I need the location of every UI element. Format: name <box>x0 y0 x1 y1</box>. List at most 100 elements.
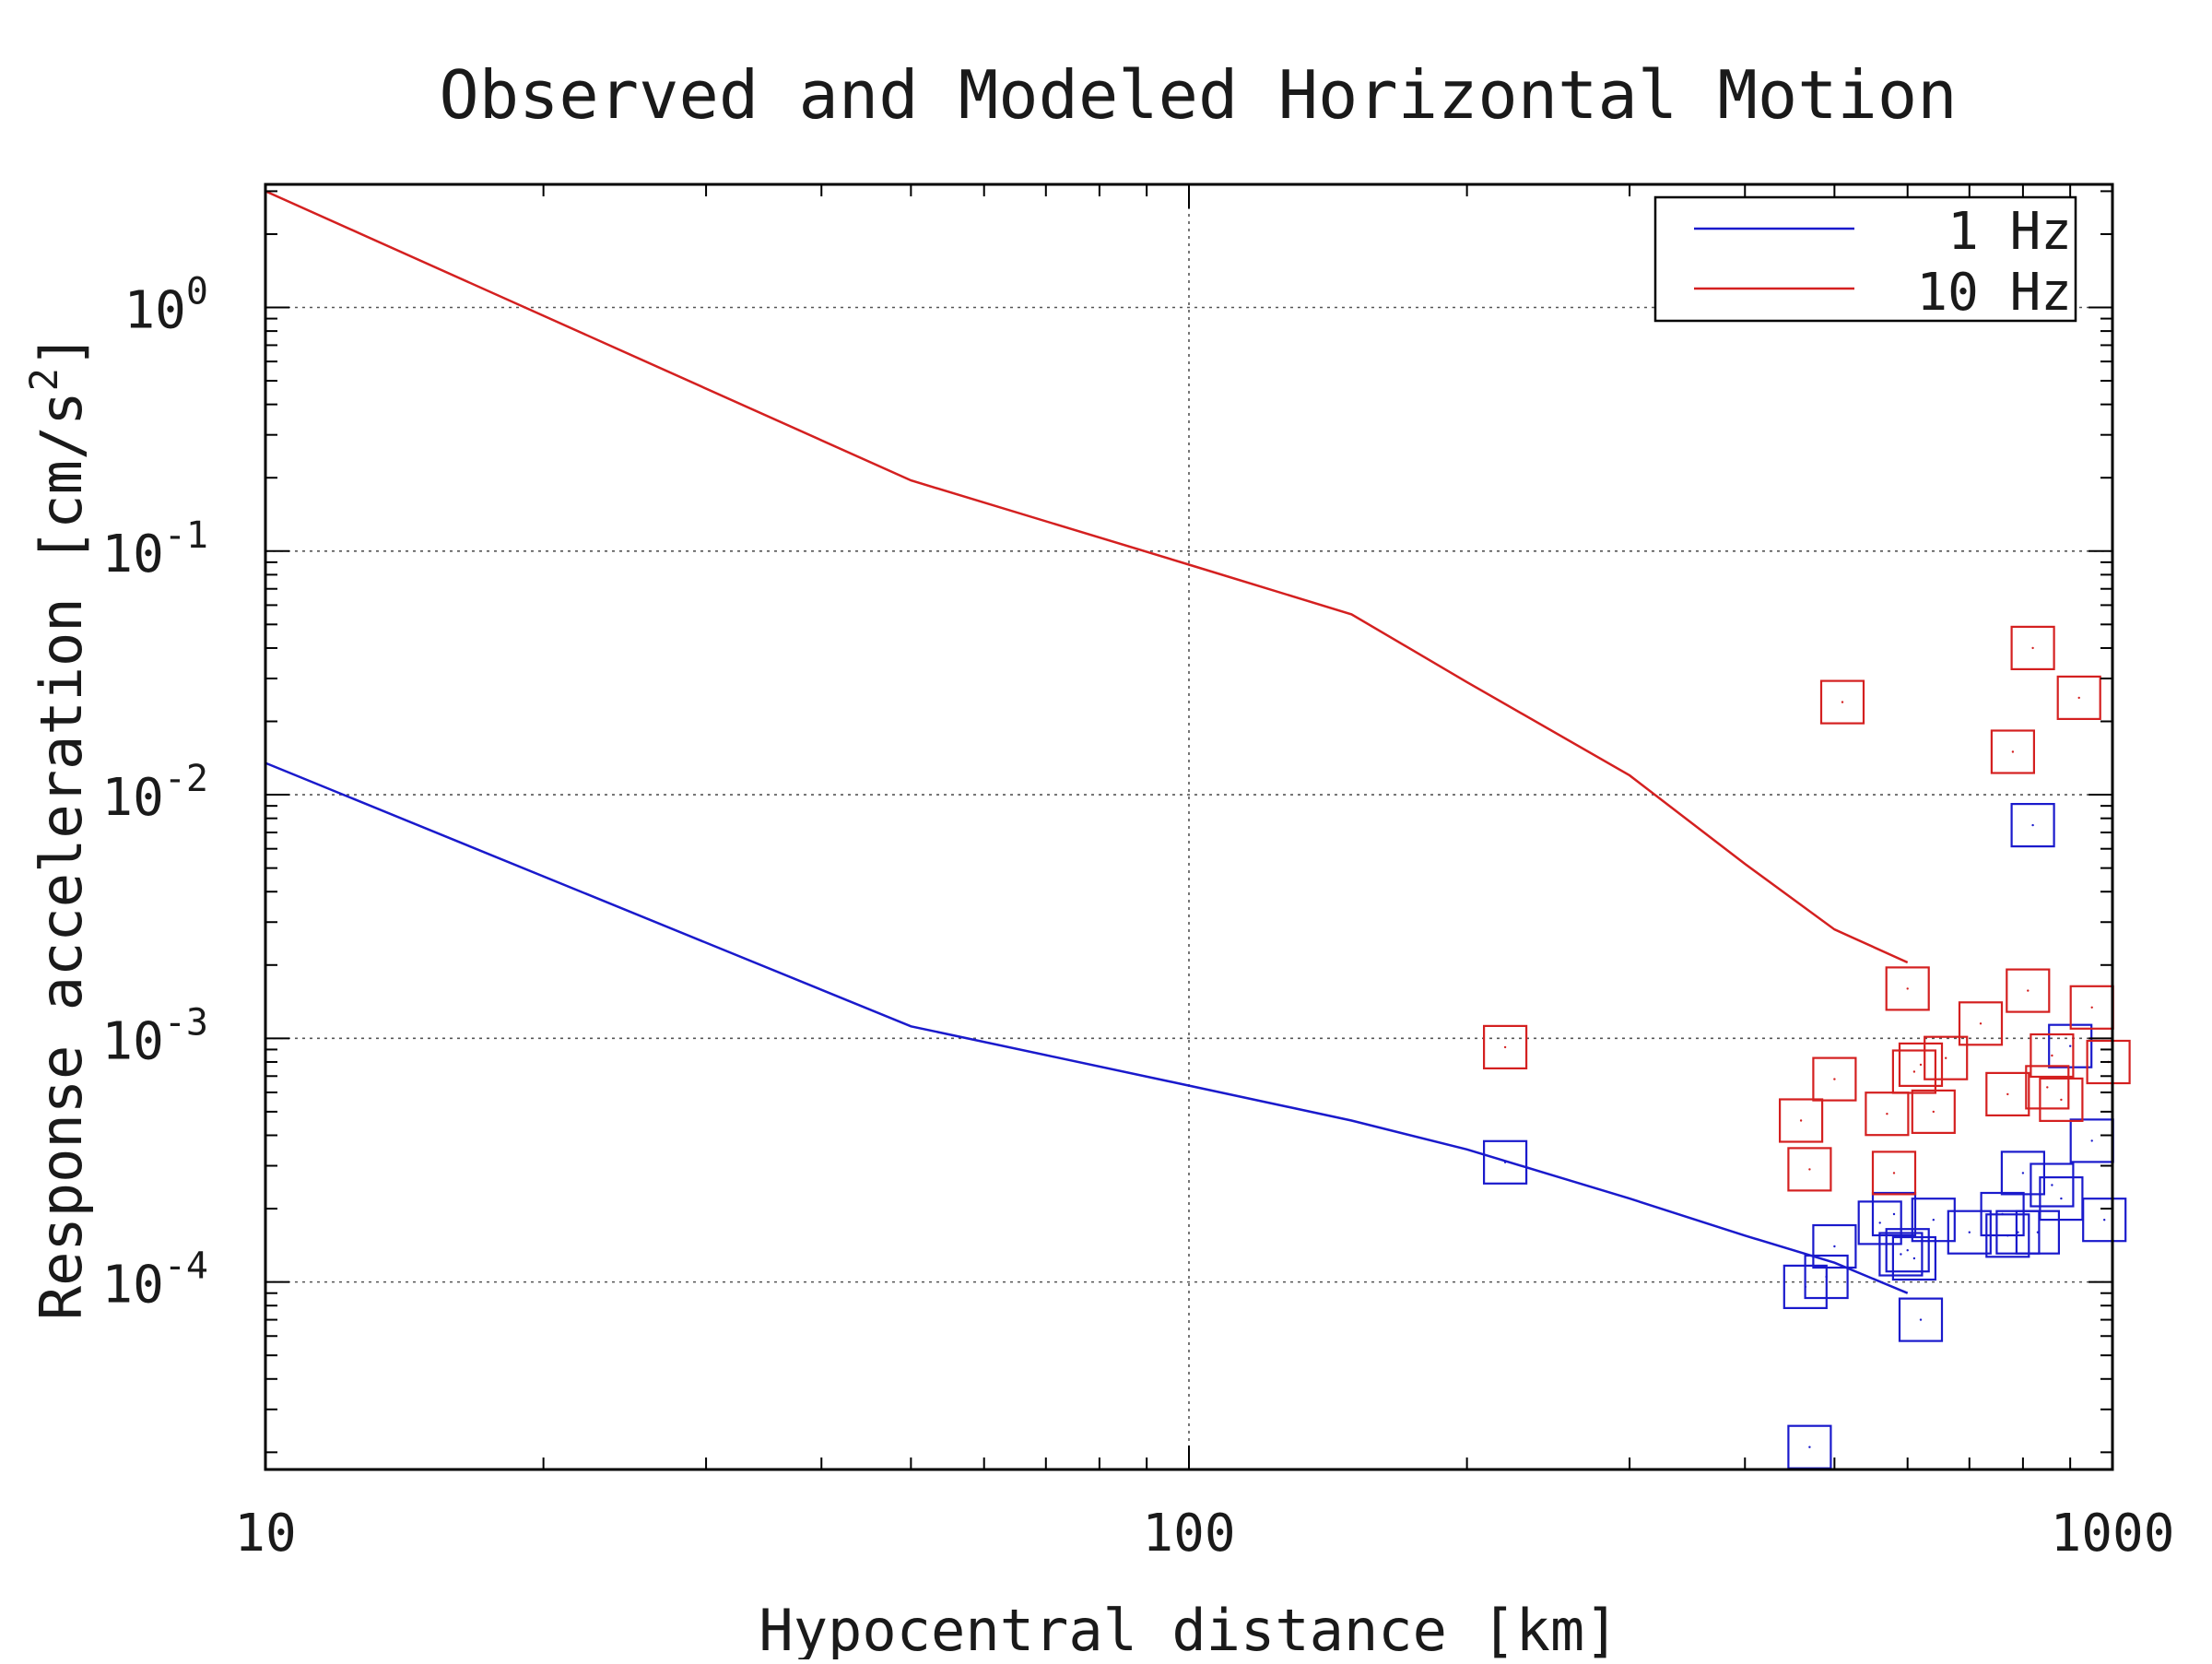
grid <box>265 184 2112 1469</box>
legend: 1 Hz 10 Hz <box>1653 195 2077 323</box>
data-point-1hz <box>1947 1210 1992 1255</box>
data-point-center-10hz <box>1906 987 1909 990</box>
data-point-10hz <box>1482 1024 1528 1070</box>
data-point-center-10hz <box>1919 1063 1923 1067</box>
data-point-center-10hz <box>1808 1168 1811 1171</box>
data-point-10hz <box>2086 1039 2131 1085</box>
data-point-center-10hz <box>2051 1054 2053 1057</box>
data-point-1hz <box>1804 1254 1849 1300</box>
y-tick-base: 10 <box>101 1011 163 1071</box>
data-point-center-1hz <box>1906 1249 1909 1252</box>
data-point-1hz <box>1985 1213 2030 1258</box>
data-point-center-1hz <box>1919 1318 1923 1321</box>
data-point-10hz <box>1787 1147 1832 1192</box>
y-tick-base: 10 <box>124 281 185 341</box>
data-point-1hz <box>2000 1151 2045 1196</box>
data-point-10hz <box>1778 1098 1824 1143</box>
legend-label-10hz: 10 Hz <box>1916 263 2072 323</box>
data-point-10hz <box>2010 625 2055 671</box>
data-point-10hz <box>2056 675 2101 721</box>
data-point-1hz <box>1812 1223 1857 1269</box>
data-point-center-1hz <box>2090 1139 2093 1142</box>
data-point-center-1hz <box>2051 1184 2053 1186</box>
y-tick-exponent: -1 <box>164 514 208 557</box>
y-axis-label-sup: 2 <box>21 368 66 391</box>
y-tick-exponent: 0 <box>186 271 208 313</box>
data-point-1hz <box>1482 1139 1528 1185</box>
data-point-center-1hz <box>2060 1197 2063 1200</box>
data-point-center-1hz <box>1878 1221 1881 1224</box>
data-point-10hz <box>1812 1056 1857 1102</box>
data-point-10hz <box>1885 966 1930 1011</box>
y-tick-label: 10-4 <box>101 1245 208 1316</box>
data-point-1hz <box>1871 1191 1917 1237</box>
x-axis-label: Hypocentral distance [km] <box>759 1597 1618 1659</box>
y-axis-label: Response acceleration [cm/s2] <box>21 334 95 1320</box>
data-point-center-1hz <box>1912 1257 1916 1260</box>
data-point-10hz <box>2025 1065 2070 1110</box>
data-point-center-1hz <box>1900 1253 1902 1256</box>
data-point-center-10hz <box>1932 1110 1935 1114</box>
data-point-10hz <box>2030 1033 2075 1079</box>
data-point-1hz <box>1891 1235 1936 1281</box>
data-point-10hz <box>1985 1071 2030 1117</box>
data-point-10hz <box>1865 1092 1910 1137</box>
data-point-center-10hz <box>1503 1045 1507 1049</box>
data-point-10hz <box>1898 1042 1944 1088</box>
y-axis-label-close: ] <box>28 334 95 368</box>
data-point-10hz <box>1891 1049 1936 1094</box>
data-point-center-1hz <box>1892 1212 1896 1216</box>
chart-title: Observed and Modeled Horizontal Motion <box>439 56 1957 134</box>
y-tick-label: 10-1 <box>101 514 208 584</box>
data-point-center-10hz <box>2006 1092 2009 1096</box>
data-point-center-10hz <box>1912 1070 1916 1073</box>
y-tick-exponent: -3 <box>164 1001 208 1044</box>
data-point-1hz <box>2030 1162 2075 1208</box>
data-point-center-10hz <box>2046 1086 2049 1089</box>
data-point-center-1hz <box>1825 1275 1828 1279</box>
data-point-center-10hz <box>2011 750 2015 753</box>
data-point-center-10hz <box>2031 646 2034 650</box>
data-point-center-1hz <box>1808 1446 1811 1448</box>
data-point-center-1hz <box>2031 823 2034 827</box>
data-point-center-10hz <box>2077 696 2080 700</box>
series-layer <box>265 190 2131 1469</box>
x-tick-label: 1000 <box>2051 1504 2175 1564</box>
data-point-center-10hz <box>1945 1056 1947 1059</box>
data-point-10hz <box>1819 679 1865 725</box>
data-point-1hz <box>1898 1297 1944 1342</box>
data-point-center-1hz <box>1968 1231 1971 1233</box>
data-point-1hz <box>1885 1228 1930 1273</box>
ticks <box>265 184 2112 1469</box>
legend-label-1hz: 1 Hz <box>1947 202 2072 262</box>
data-point-center-10hz <box>1979 1022 1983 1025</box>
data-point-center-10hz <box>2060 1098 2063 1102</box>
x-tick-label: 10 <box>234 1504 296 1564</box>
y-tick-base: 10 <box>101 525 163 584</box>
data-point-center-1hz <box>2069 1044 2072 1047</box>
legend-box <box>1653 195 2077 323</box>
data-point-1hz <box>1878 1232 1924 1277</box>
data-point-center-1hz <box>2036 1231 2040 1233</box>
data-point-center-1hz <box>1932 1219 1935 1221</box>
data-point-center-10hz <box>2090 1006 2093 1009</box>
data-point-1hz <box>2082 1198 2127 1243</box>
data-point-10hz <box>1871 1151 1917 1196</box>
data-point-center-1hz <box>2021 1172 2025 1174</box>
data-point-10hz <box>1911 1089 1956 1135</box>
data-point-center-10hz <box>1892 1172 1896 1174</box>
data-point-center-10hz <box>1841 701 1844 703</box>
data-point-1hz <box>1911 1198 1956 1243</box>
y-tick-label: 10-3 <box>101 1001 208 1071</box>
data-point-center-1hz <box>2103 1219 2106 1221</box>
data-point-center-10hz <box>1833 1078 1836 1080</box>
y-tick-base: 10 <box>101 768 163 828</box>
series-line-1hz <box>265 761 1909 1294</box>
data-point-1hz <box>2015 1210 2060 1255</box>
data-point-10hz <box>1990 729 2035 774</box>
y-tick-base: 10 <box>101 1256 163 1316</box>
data-point-10hz <box>2006 968 2051 1013</box>
